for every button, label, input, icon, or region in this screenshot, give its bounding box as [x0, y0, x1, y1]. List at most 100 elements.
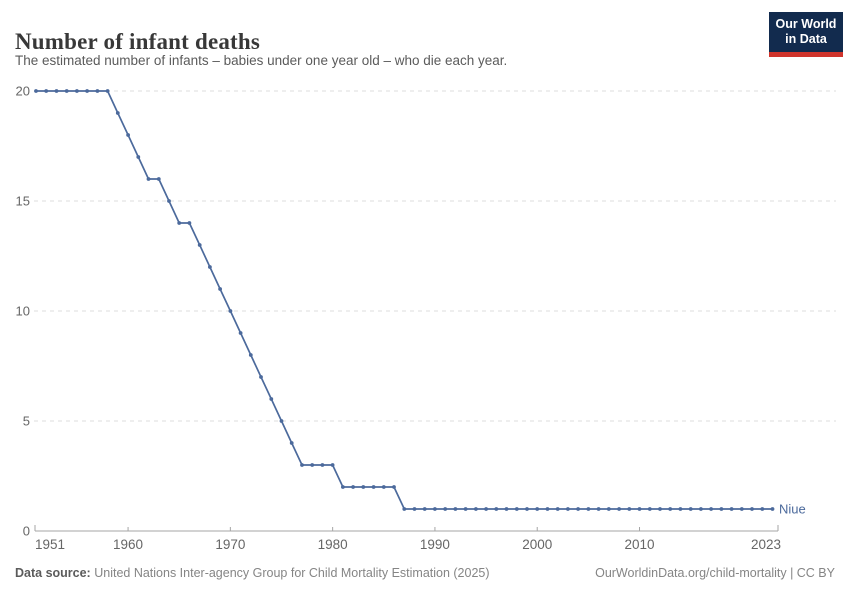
data-point	[678, 507, 683, 511]
data-point	[474, 507, 478, 511]
chart-footer: Data source: United Nations Inter-agency…	[15, 566, 835, 580]
trend-line	[36, 90, 773, 510]
data-point	[668, 507, 673, 511]
data-point	[105, 89, 110, 93]
data-point	[310, 463, 315, 467]
data-point	[34, 89, 38, 93]
data-point	[330, 463, 335, 467]
y-tick-label: 10	[16, 304, 30, 319]
data-point	[484, 507, 488, 511]
data-point	[586, 507, 591, 511]
data-point	[402, 507, 407, 511]
data-point	[54, 89, 59, 93]
data-point	[228, 309, 233, 313]
data-point	[177, 221, 182, 225]
data-point	[136, 155, 141, 159]
data-point	[739, 507, 744, 511]
x-tick-label: 2010	[624, 537, 654, 552]
page-title: Number of infant deaths	[15, 29, 261, 55]
data-point	[248, 353, 253, 357]
data-point	[433, 507, 437, 511]
x-tick-label: 1951	[35, 537, 65, 552]
data-point	[566, 507, 570, 511]
owid-logo-line1: Our World	[775, 17, 837, 31]
data-point	[269, 397, 274, 401]
owid-logo: Our World in Data	[769, 12, 843, 57]
data-point	[443, 507, 448, 511]
data-point	[688, 507, 693, 511]
data-point	[647, 507, 652, 511]
data-point	[719, 507, 724, 511]
data-point	[371, 485, 376, 489]
x-tick-label: 1960	[113, 537, 143, 552]
data-source-text: United Nations Inter-agency Group for Ch…	[94, 566, 490, 580]
data-point	[115, 111, 120, 115]
data-point	[545, 507, 550, 511]
chart-subtitle: The estimated number of infants – babies…	[15, 53, 508, 68]
data-point	[596, 507, 601, 511]
data-point	[535, 507, 540, 511]
data-point	[627, 507, 632, 511]
data-point	[453, 507, 458, 511]
series-end-label: Niue	[779, 502, 806, 517]
data-point	[709, 507, 713, 511]
data-point	[760, 507, 765, 511]
data-point	[361, 485, 366, 489]
data-point	[289, 441, 294, 445]
data-point	[637, 507, 642, 511]
data-point	[300, 463, 304, 467]
x-tick-label: 1970	[215, 537, 245, 552]
data-point	[146, 177, 151, 181]
data-point	[320, 463, 325, 467]
data-point	[729, 507, 734, 511]
data-point	[75, 89, 79, 93]
x-tick-label: 1980	[318, 537, 348, 552]
data-point	[555, 507, 560, 511]
data-point	[197, 243, 202, 247]
data-point	[770, 507, 775, 511]
y-tick-label: 5	[23, 414, 30, 429]
data-point	[95, 89, 100, 93]
data-point	[494, 507, 499, 511]
data-point	[218, 287, 223, 291]
data-point	[412, 507, 417, 511]
data-point	[208, 265, 212, 269]
owid-logo-line2: in Data	[785, 32, 827, 47]
data-point	[699, 507, 703, 511]
data-point	[351, 485, 355, 489]
y-tick-label: 20	[16, 84, 30, 99]
data-point	[576, 507, 580, 511]
y-tick-label: 15	[16, 194, 30, 209]
data-point	[381, 485, 386, 489]
x-tick-label: 2000	[522, 537, 552, 552]
data-point	[525, 507, 529, 511]
data-point	[504, 507, 509, 511]
data-point	[259, 375, 263, 379]
data-point	[658, 507, 662, 511]
owid-url-link[interactable]: OurWorldinData.org/child-mortality | CC …	[595, 566, 835, 580]
data-source-note: Data source: United Nations Inter-agency…	[15, 566, 490, 580]
data-point	[463, 507, 468, 511]
data-point	[238, 331, 243, 335]
data-point	[156, 177, 161, 181]
data-point	[187, 221, 192, 225]
data-point	[606, 507, 611, 511]
data-point	[64, 89, 69, 93]
data-point	[392, 485, 396, 489]
data-point	[341, 485, 345, 489]
data-point	[514, 507, 519, 511]
y-tick-label: 0	[23, 524, 30, 539]
data-source-label: Data source:	[15, 566, 91, 580]
data-point	[750, 507, 754, 511]
x-tick-label: 1990	[420, 537, 450, 552]
data-point	[617, 507, 621, 511]
data-point	[85, 89, 89, 93]
data-point	[167, 199, 171, 203]
data-point	[279, 419, 284, 423]
data-point	[422, 507, 427, 511]
data-point	[44, 89, 49, 93]
x-tick-label: 2023	[751, 537, 781, 552]
data-point	[126, 133, 130, 137]
